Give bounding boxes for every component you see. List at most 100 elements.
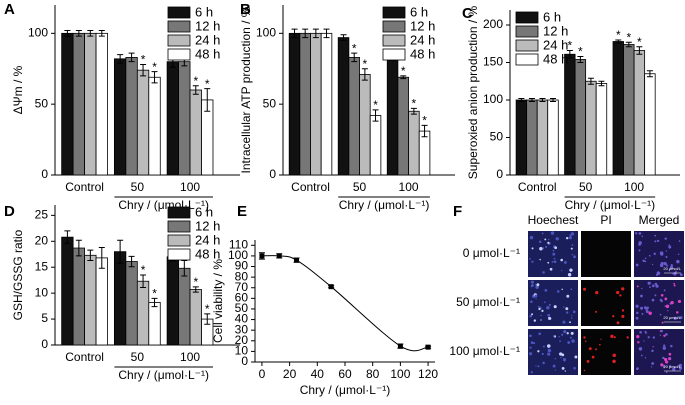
error-bar [140, 64, 147, 77]
significance: * [152, 287, 157, 301]
error-whisker [87, 30, 94, 37]
error-whisker [98, 247, 105, 269]
legend-swatch [382, 48, 406, 61]
y-tick-label: 25 [35, 208, 49, 222]
cell [573, 366, 576, 370]
y-tick-label: 0 [41, 167, 48, 181]
cell [673, 273, 677, 276]
error-bar [151, 71, 158, 84]
cell [550, 231, 555, 235]
y-tick-label: 10 [235, 344, 249, 358]
cell [659, 251, 664, 255]
cell [570, 247, 573, 250]
cell [651, 362, 655, 365]
scale-label: 20 μmol/L [663, 266, 681, 271]
y-tick-label: 20 [35, 233, 49, 247]
x-tick-label: 20 [283, 367, 297, 381]
cell [574, 355, 578, 359]
bar [633, 50, 646, 176]
bar [178, 61, 191, 176]
bar [148, 302, 161, 346]
legend-label: 6 h [195, 4, 213, 19]
error-whisker [192, 85, 199, 95]
cell [663, 334, 666, 337]
error-whisker [98, 30, 105, 37]
cell [532, 341, 536, 345]
legend-label: 48 h [543, 51, 568, 66]
error-whisker [323, 28, 330, 39]
bar [113, 251, 127, 346]
error-bar [64, 30, 71, 37]
micrograph [528, 231, 578, 277]
cell [670, 301, 674, 305]
cell [561, 288, 563, 291]
cell [636, 285, 639, 288]
cell [554, 358, 557, 360]
error-whisker [615, 39, 622, 44]
error-whisker [646, 70, 653, 78]
error-bar [421, 124, 428, 138]
cell [530, 284, 534, 288]
bar [166, 61, 179, 176]
cell [673, 282, 676, 285]
error-bar [351, 52, 358, 63]
cell [554, 369, 556, 371]
cell [535, 365, 537, 367]
cell [586, 359, 590, 363]
cell [558, 335, 560, 338]
cell [542, 345, 545, 348]
legend-swatch [382, 6, 406, 19]
point [276, 253, 282, 259]
legend-swatch [167, 220, 191, 233]
legend-swatch [515, 53, 539, 66]
cell [668, 352, 672, 356]
legend-label: 6 h [543, 9, 561, 24]
cell [529, 235, 534, 240]
error-bar [615, 39, 622, 44]
bar [136, 280, 150, 346]
error-bar [646, 70, 653, 78]
cell [537, 305, 540, 308]
cell [548, 238, 550, 241]
error-whisker [577, 56, 584, 63]
y-tick-label: 80 [235, 269, 249, 283]
image-bg [528, 329, 578, 375]
error-whisker [117, 239, 124, 264]
y-tick-label: 5 [41, 311, 48, 325]
significance: * [205, 77, 210, 91]
cell [552, 252, 556, 256]
legend-label: 48 h [410, 46, 435, 61]
y-axis-label: Intracellular ATP production / % [239, 6, 253, 173]
cell [638, 232, 642, 235]
error-whisker [140, 274, 147, 288]
cell [664, 297, 668, 301]
image-bg [634, 231, 684, 277]
cell [660, 293, 664, 297]
cell [542, 361, 545, 365]
significance: * [412, 97, 417, 111]
error-whisker [351, 52, 358, 63]
cell [569, 321, 571, 324]
cell [565, 307, 569, 311]
bar [166, 256, 179, 346]
x-tick-label: 50 [131, 350, 145, 364]
error-bar [87, 30, 94, 37]
cell [584, 340, 587, 343]
micrograph [581, 280, 631, 326]
cell [552, 364, 556, 368]
cell [638, 241, 642, 245]
error-whisker [410, 107, 417, 115]
error-whisker [302, 28, 309, 39]
cell [612, 359, 616, 364]
micrograph [528, 280, 578, 326]
cell [655, 284, 659, 288]
error-bar [75, 30, 82, 37]
error-whisker [312, 28, 319, 39]
point [259, 253, 265, 259]
cell [635, 304, 639, 308]
cell [571, 253, 574, 256]
cell [644, 357, 647, 359]
panel-label: B [240, 1, 251, 18]
legend-label: 48 h [195, 46, 220, 61]
